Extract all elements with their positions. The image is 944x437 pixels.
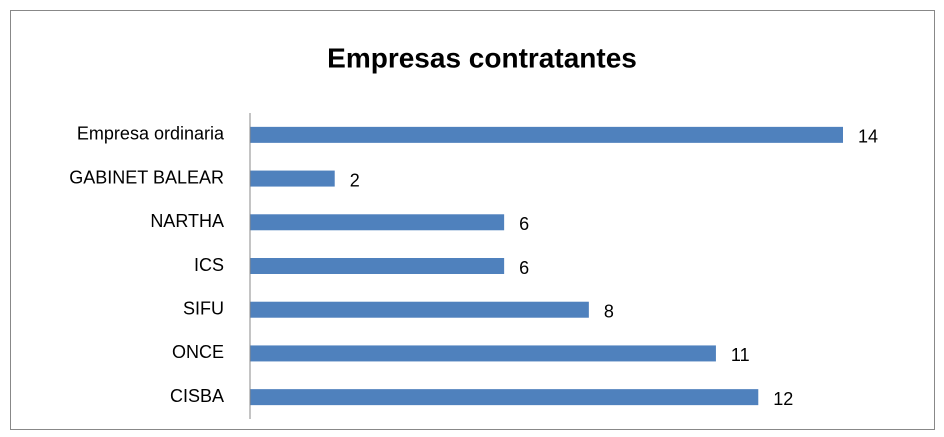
data-label: 8 [604,301,614,321]
bar [250,214,505,231]
chart-title: Empresas contratantes [327,42,637,73]
y-tick-label: ICS [194,255,224,275]
bar [250,258,505,274]
bar [250,301,589,318]
y-tick-label: GABINET BALEAR [69,167,224,187]
y-tick-label: ONCE [172,342,224,362]
bar [250,126,843,143]
data-label: 6 [519,258,529,278]
data-label: 14 [858,127,878,147]
bar [250,170,335,187]
data-label: 12 [773,389,793,409]
bar [250,389,759,406]
data-label: 2 [350,170,360,190]
bar [250,345,716,362]
y-tick-label: NARTHA [150,211,224,231]
y-tick-label: CISBA [170,386,224,406]
y-tick-label: SIFU [183,298,224,318]
data-label: 6 [519,214,529,234]
data-label: 11 [731,345,750,365]
y-tick-label: Empresa ordinaria [77,124,225,144]
